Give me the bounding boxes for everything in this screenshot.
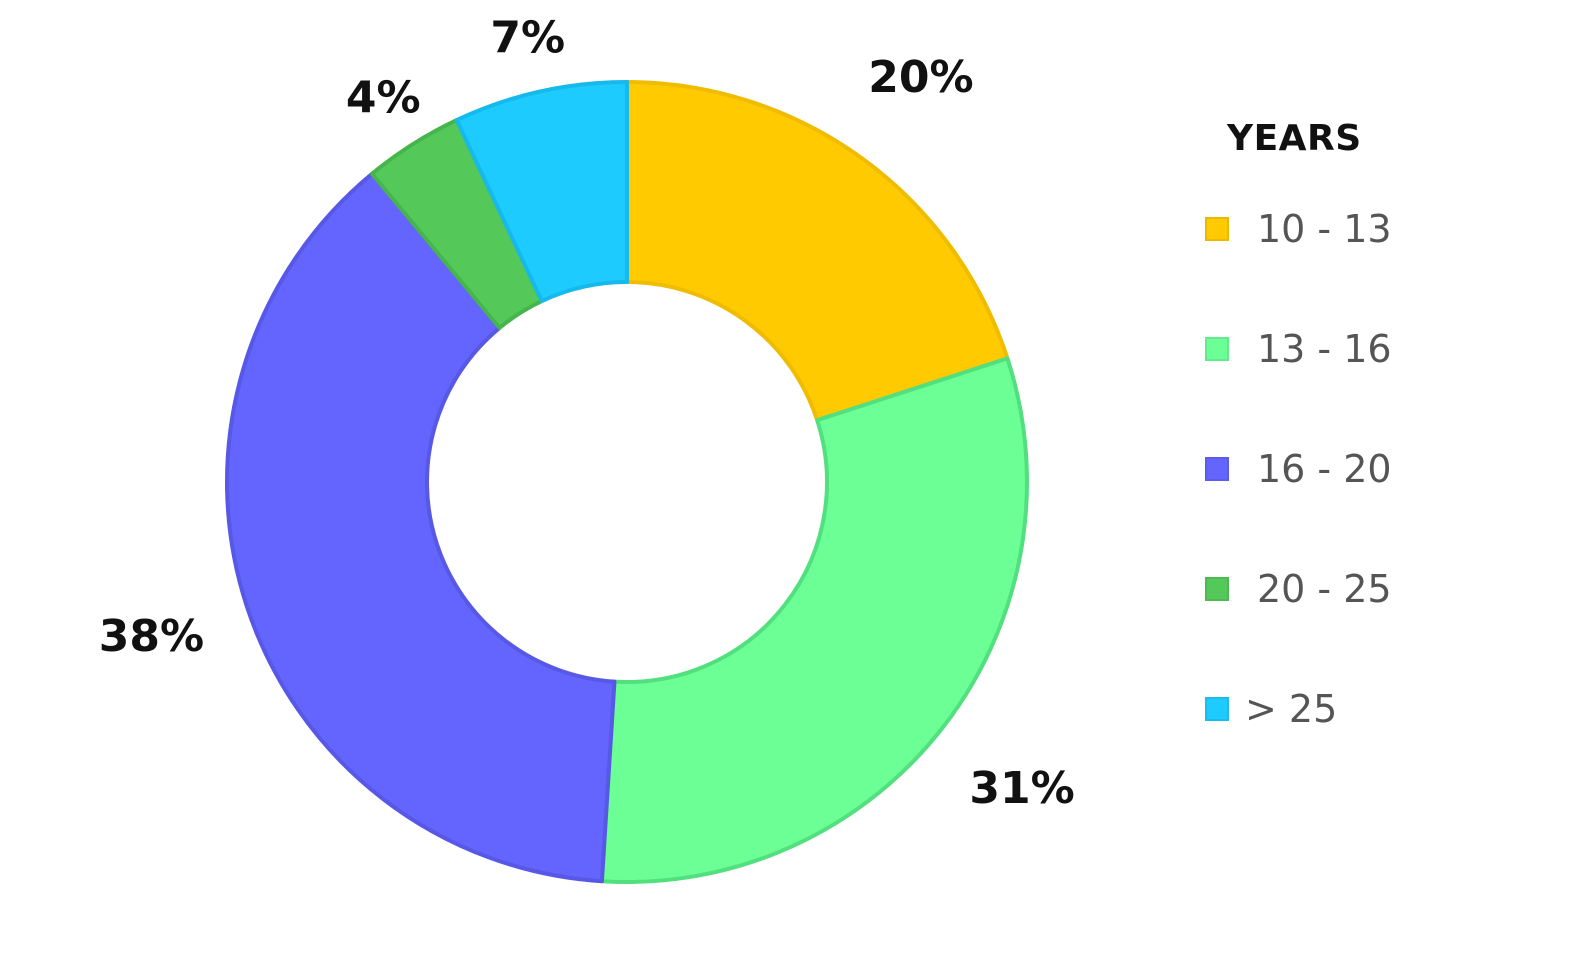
slice-value-label: 38% (99, 611, 204, 662)
legend-swatch (1205, 217, 1229, 241)
legend-item-10-13: 10 - 13 (1205, 169, 1392, 289)
legend-item-20-25: 20 - 25 (1205, 529, 1392, 649)
legend-label: 16 - 20 (1257, 447, 1392, 491)
slice-value-label: 31% (969, 763, 1074, 814)
legend-label: 10 - 13 (1257, 207, 1392, 251)
legend-swatch (1205, 697, 1229, 721)
legend-swatch (1205, 337, 1229, 361)
legend: YEARS 10 - 13 13 - 16 16 - 20 20 - 25 > … (1205, 118, 1392, 829)
legend-item-over-25: > 25 (1205, 649, 1392, 769)
legend-title: YEARS (1227, 118, 1362, 159)
slice-value-label: 4% (346, 72, 421, 123)
donut-slice (225, 171, 617, 884)
legend-swatch (1205, 577, 1229, 601)
legend-label: 20 - 25 (1257, 567, 1392, 611)
legend-swatch (1205, 457, 1229, 481)
slice-value-label: 20% (868, 52, 973, 103)
donut-slices (225, 80, 1029, 884)
legend-item-13-16: 13 - 16 (1205, 289, 1392, 409)
slice-labels: 20% 31% 38% 4% 7% (99, 12, 1075, 813)
legend-item-16-20: 16 - 20 (1205, 409, 1392, 529)
donut-slice (454, 80, 629, 304)
slice-value-label: 7% (490, 12, 565, 63)
legend-list: 10 - 13 13 - 16 16 - 20 20 - 25 > 25 (1205, 169, 1392, 769)
donut-slice (599, 356, 1029, 884)
legend-label: 13 - 16 (1257, 327, 1392, 371)
donut-slice (625, 80, 1010, 423)
legend-label: > 25 (1245, 687, 1338, 731)
